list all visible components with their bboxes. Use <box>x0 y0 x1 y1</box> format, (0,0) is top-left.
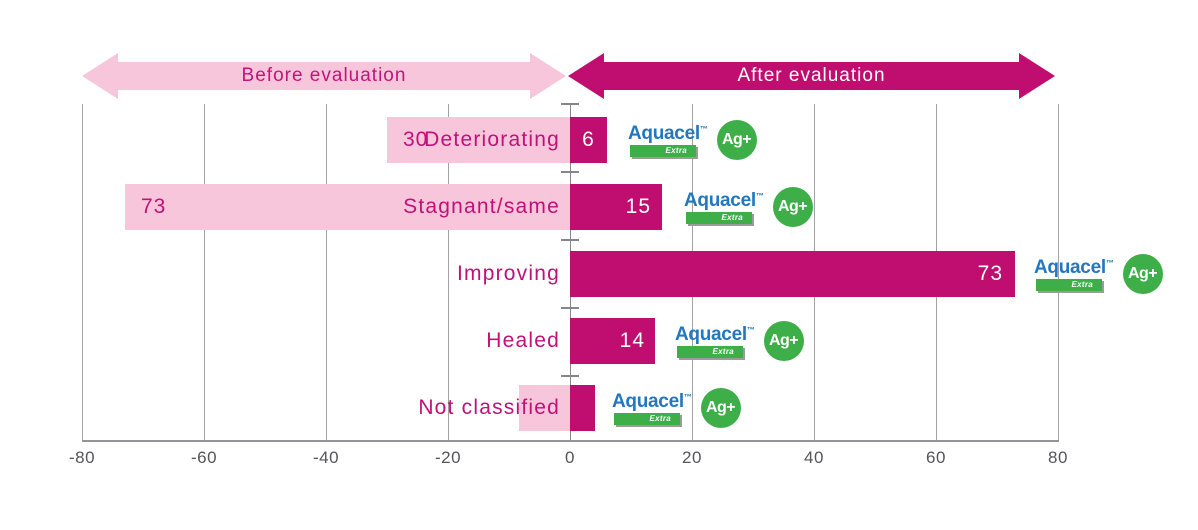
before-bar-not-classified <box>519 385 570 431</box>
category-label-healed: Healed <box>486 329 560 352</box>
x-tick-label: -80 <box>68 448 96 467</box>
extra-text: Extra <box>712 347 734 356</box>
after-evaluation-arrow: After evaluation <box>568 53 1055 99</box>
extra-banner: Extra <box>1036 278 1102 291</box>
aquacel-wordmark: Aquacel™ Extra <box>1034 258 1114 291</box>
extra-text: Extra <box>1071 280 1093 289</box>
trademark-symbol: ™ <box>683 392 692 402</box>
ag-plus-badge: Ag+ <box>1122 254 1163 294</box>
trademark-symbol: ™ <box>755 191 764 201</box>
after-bar-improving <box>570 251 1015 297</box>
after-value-improving: 73 <box>977 262 1003 285</box>
gridline-neg40 <box>326 104 327 441</box>
ag-plus-text: Ag+ <box>777 198 808 215</box>
after-bar-not-classified <box>570 385 595 431</box>
after-value-stagnant-same: 15 <box>625 195 651 218</box>
after-bar-healed <box>570 318 655 364</box>
aquacel-ag-logo: Aquacel™ Extra Ag+ <box>1034 251 1163 297</box>
gridline-neg80 <box>82 104 83 441</box>
after-bar-deteriorating <box>570 117 607 163</box>
extra-text: Extra <box>721 213 743 222</box>
trademark-symbol: ™ <box>746 325 755 335</box>
ag-plus-text: Ag+ <box>1127 265 1158 282</box>
after-evaluation-label: After evaluation <box>737 65 886 86</box>
category-axis-tick <box>561 103 579 105</box>
extra-text: Extra <box>649 414 671 423</box>
ag-plus-badge: Ag+ <box>716 120 757 160</box>
category-label-stagnant-same: Stagnant/same <box>403 195 560 218</box>
extra-text: Extra <box>665 146 687 155</box>
aquacel-name: Aquacel <box>675 323 747 345</box>
extra-banner: Extra <box>677 345 743 358</box>
extra-banner: Extra <box>630 144 696 157</box>
before-value-deteriorating: 30 <box>403 128 429 151</box>
aquacel-name: Aquacel <box>1034 256 1106 278</box>
ag-plus-text: Ag+ <box>768 332 799 349</box>
aquacel-ag-logo: Aquacel™ Extra Ag+ <box>612 385 741 431</box>
x-tick-label: -20 <box>434 448 462 467</box>
aquacel-ag-logo: Aquacel™ Extra Ag+ <box>684 184 813 230</box>
extra-banner: Extra <box>614 412 680 425</box>
gridline-neg60 <box>204 104 205 441</box>
gridline-80 <box>1058 104 1059 441</box>
aquacel-wordmark: Aquacel™ Extra <box>628 124 708 157</box>
before-evaluation-label: Before evaluation <box>241 65 407 86</box>
aquacel-text: Aquacel™ <box>1034 258 1114 277</box>
category-axis-tick <box>561 171 579 173</box>
after-value-deteriorating: 6 <box>582 128 595 151</box>
aquacel-wordmark: Aquacel™ Extra <box>675 325 755 358</box>
trademark-symbol: ™ <box>1105 258 1114 268</box>
ag-plus-text: Ag+ <box>705 399 736 416</box>
category-axis-tick <box>561 239 579 241</box>
x-axis-line <box>82 440 1059 442</box>
before-bar-stagnant-same <box>125 184 570 230</box>
x-tick-label: 60 <box>926 448 946 467</box>
aquacel-name: Aquacel <box>684 189 756 211</box>
trademark-symbol: ™ <box>699 124 708 134</box>
aquacel-text: Aquacel™ <box>612 392 692 411</box>
x-tick-label: 0 <box>565 448 575 467</box>
after-value-healed: 14 <box>619 329 645 352</box>
aquacel-ag-logo: Aquacel™ Extra Ag+ <box>628 117 757 163</box>
ag-plus-text: Ag+ <box>721 131 752 148</box>
aquacel-text: Aquacel™ <box>628 124 708 143</box>
category-axis-tick <box>561 375 579 377</box>
x-tick-label: -40 <box>312 448 340 467</box>
before-evaluation-arrow: Before evaluation <box>82 53 566 99</box>
extra-banner: Extra <box>686 211 752 224</box>
aquacel-ag-logo: Aquacel™ Extra Ag+ <box>675 318 804 364</box>
aquacel-text: Aquacel™ <box>684 191 764 210</box>
ag-plus-badge: Ag+ <box>763 321 804 361</box>
x-tick-label: 20 <box>682 448 702 467</box>
ag-plus-badge: Ag+ <box>772 187 813 227</box>
after-bar-stagnant-same <box>570 184 662 230</box>
aquacel-name: Aquacel <box>612 390 684 412</box>
category-label-improving: Improving <box>456 262 560 285</box>
aquacel-name: Aquacel <box>628 122 700 144</box>
aquacel-wordmark: Aquacel™ Extra <box>684 191 764 224</box>
x-tick-label: 80 <box>1048 448 1068 467</box>
gridline-neg20 <box>448 104 449 441</box>
ag-plus-badge: Ag+ <box>700 388 741 428</box>
x-tick-label: -60 <box>190 448 218 467</box>
before-value-stagnant-same: 73 <box>141 195 167 218</box>
category-label-deteriorating: Deteriorating <box>424 128 560 151</box>
aquacel-wordmark: Aquacel™ Extra <box>612 392 692 425</box>
category-axis-tick <box>561 307 579 309</box>
category-label-not-classified: Not classified <box>418 396 560 419</box>
before-bar-deteriorating <box>387 117 570 163</box>
aquacel-text: Aquacel™ <box>675 325 755 344</box>
x-tick-label: 40 <box>804 448 824 467</box>
